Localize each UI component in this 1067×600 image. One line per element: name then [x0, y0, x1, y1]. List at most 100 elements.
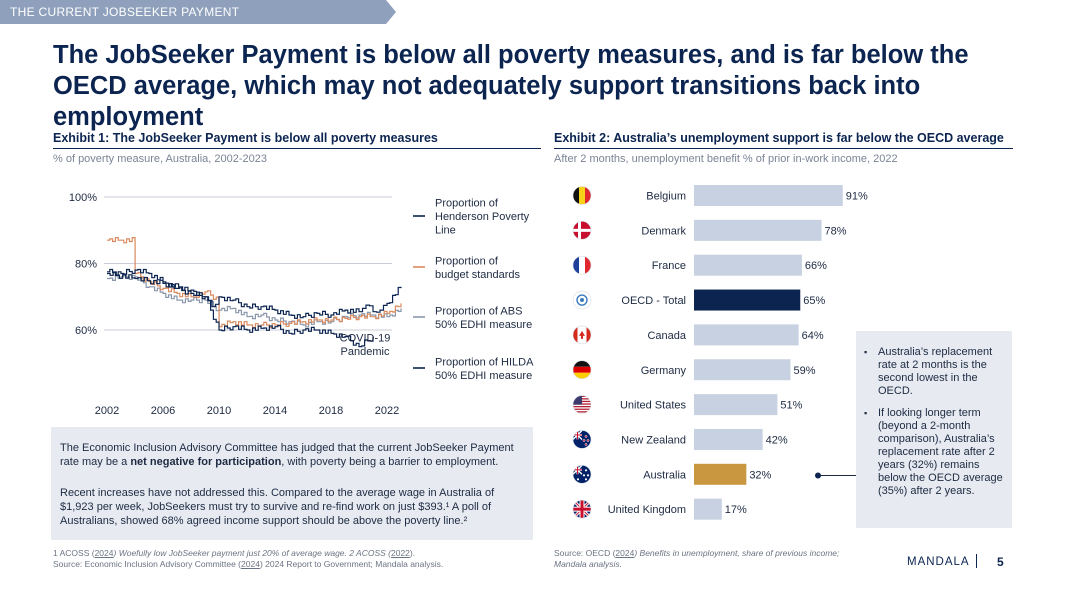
legend-label: Proportion of ABS	[435, 305, 522, 317]
category-label: France	[652, 260, 686, 272]
new-zealand-flag-icon	[572, 430, 592, 449]
exhibit2-subtitle: After 2 months, unemployment benefit % o…	[554, 153, 898, 165]
uk-flag-icon	[572, 499, 592, 519]
category-label: Canada	[647, 330, 686, 342]
value-label: 42%	[766, 434, 788, 446]
fn2-text-a: Source: Economic Inclusion Advisory Comm…	[53, 559, 242, 569]
bar	[694, 394, 778, 416]
exhibit1-footnote-1: 1 ACOSS (2024) Woefully low JobSeeker pa…	[53, 548, 543, 559]
category-label: Denmark	[641, 225, 686, 237]
fn3-text-a: Source: OECD (	[554, 548, 616, 558]
category-label: United States	[620, 400, 687, 412]
denmark-flag-icon	[572, 221, 592, 240]
fn2-text-b: ) 2024 Report to Government; Mandala ana…	[259, 559, 444, 569]
bar	[694, 219, 822, 241]
callout-connector-dot	[815, 472, 821, 479]
x-tick-label: 2018	[319, 405, 343, 417]
bar	[694, 359, 791, 381]
callout-list: Australia’s replacement rate at 2 months…	[864, 346, 1006, 507]
commentary-bold-text: net negative for participation	[130, 456, 282, 468]
brand-logo-text: MANDALA	[907, 556, 970, 568]
fn1-text-c: ).	[409, 548, 416, 558]
exhibit1-subtitle: % of poverty measure, Australia, 2002-20…	[53, 153, 268, 165]
commentary-para-1-end: , with poverty being a barrier to employ…	[281, 456, 499, 468]
x-tick-label: 2006	[151, 405, 175, 417]
fn1-text-b: ) Woefully low JobSeeker payment just 20…	[113, 548, 391, 558]
value-label: 65%	[803, 295, 825, 307]
series-line	[107, 273, 402, 328]
bar	[694, 289, 801, 311]
category-label: Australia	[643, 469, 687, 481]
footer-divider	[976, 554, 977, 568]
series-line	[107, 268, 402, 319]
fn3-link-2024[interactable]: 2024	[615, 548, 635, 558]
value-label: 17%	[725, 504, 747, 516]
x-tick-label: 2022	[375, 405, 399, 417]
page-headline: The JobSeeker Payment is below all pover…	[53, 41, 969, 131]
value-label: 51%	[780, 400, 802, 412]
x-tick-label: 2002	[95, 405, 119, 417]
legend-label: 50% EDHI measure	[435, 370, 532, 382]
series-line	[107, 271, 374, 348]
value-label: 59%	[793, 365, 815, 377]
legend-label: 50% EDHI measure	[435, 319, 532, 331]
exhibit2-rule	[554, 148, 1013, 149]
category-label: Germany	[641, 365, 687, 377]
australia-flag-icon	[572, 464, 592, 484]
exhibit1-title: Exhibit 1: The JobSeeker Payment is belo…	[53, 131, 438, 145]
value-label: 91%	[846, 191, 868, 203]
exhibit1-commentary: The Economic Inclusion Advisory Committe…	[51, 427, 533, 540]
fn1-link-2024[interactable]: 2024	[94, 548, 114, 558]
x-tick-label: 2010	[207, 405, 231, 417]
category-label: New Zealand	[621, 434, 686, 446]
exhibit2-callout: Australia’s replacement rate at 2 months…	[856, 331, 1012, 528]
commentary-para-1-text: The Economic Inclusion Advisory Committe…	[60, 442, 514, 468]
exhibit2-footnote: Source: OECD (2024) Benefits in unemploy…	[554, 548, 864, 570]
usa-flag-icon	[572, 395, 592, 414]
commentary-para-2: Recent increases have not addressed this…	[60, 487, 495, 527]
legend-label: budget standards	[435, 269, 521, 281]
y-tick-label: 100%	[69, 192, 97, 204]
oecd-logo-icon	[572, 290, 592, 310]
category-label: Belgium	[646, 191, 686, 203]
fn1-link-2022[interactable]: 2022	[390, 548, 410, 558]
x-tick-label: 2014	[263, 405, 287, 417]
fn3-text-b: ) Benefits in unemployment, share of pre…	[554, 548, 840, 569]
legend-label: Proportion of HILDA	[435, 356, 534, 368]
fn1-text-a: 1 ACOSS (	[53, 548, 95, 558]
legend-label: Proportion of	[435, 255, 499, 267]
page-number: 5	[997, 555, 1004, 569]
legend-label: Proportion of	[435, 198, 499, 210]
fn2-link-2024[interactable]: 2024	[241, 559, 260, 569]
callout-item: Australia’s replacement rate at 2 months…	[864, 346, 1006, 398]
bar	[694, 324, 799, 346]
annotation-label: COVID-19	[340, 333, 391, 345]
bar	[694, 185, 843, 206]
germany-flag-icon	[572, 360, 592, 380]
legend-label: Line	[435, 225, 456, 237]
bar	[694, 463, 747, 485]
y-tick-label: 60%	[75, 325, 97, 337]
series-line	[107, 237, 402, 329]
category-label: United Kingdom	[608, 504, 686, 516]
value-label: 32%	[749, 469, 771, 481]
section-tag: THE CURRENT JOBSEEKER PAYMENT	[0, 0, 396, 24]
france-flag-icon	[572, 255, 592, 275]
exhibit1-footnote-2: Source: Economic Inclusion Advisory Comm…	[53, 559, 543, 570]
y-tick-label: 80%	[75, 259, 97, 271]
bar	[694, 498, 722, 520]
section-tag-label: THE CURRENT JOBSEEKER PAYMENT	[10, 5, 240, 19]
annotation-label: Pandemic	[341, 346, 390, 358]
category-label: OECD - Total	[621, 295, 686, 307]
exhibit2-title: Exhibit 2: Australia’s unemployment supp…	[554, 131, 1004, 145]
value-label: 64%	[802, 330, 824, 342]
legend-label: Henderson Poverty	[435, 211, 530, 223]
value-label: 66%	[805, 260, 827, 272]
canada-flag-icon	[572, 325, 592, 345]
belgium-flag-icon	[572, 186, 592, 205]
exhibit1-rule	[53, 148, 541, 149]
bar	[694, 428, 763, 450]
commentary-para-1: The Economic Inclusion Advisory Committe…	[60, 441, 520, 469]
value-label: 78%	[825, 225, 847, 237]
bar	[694, 254, 802, 276]
